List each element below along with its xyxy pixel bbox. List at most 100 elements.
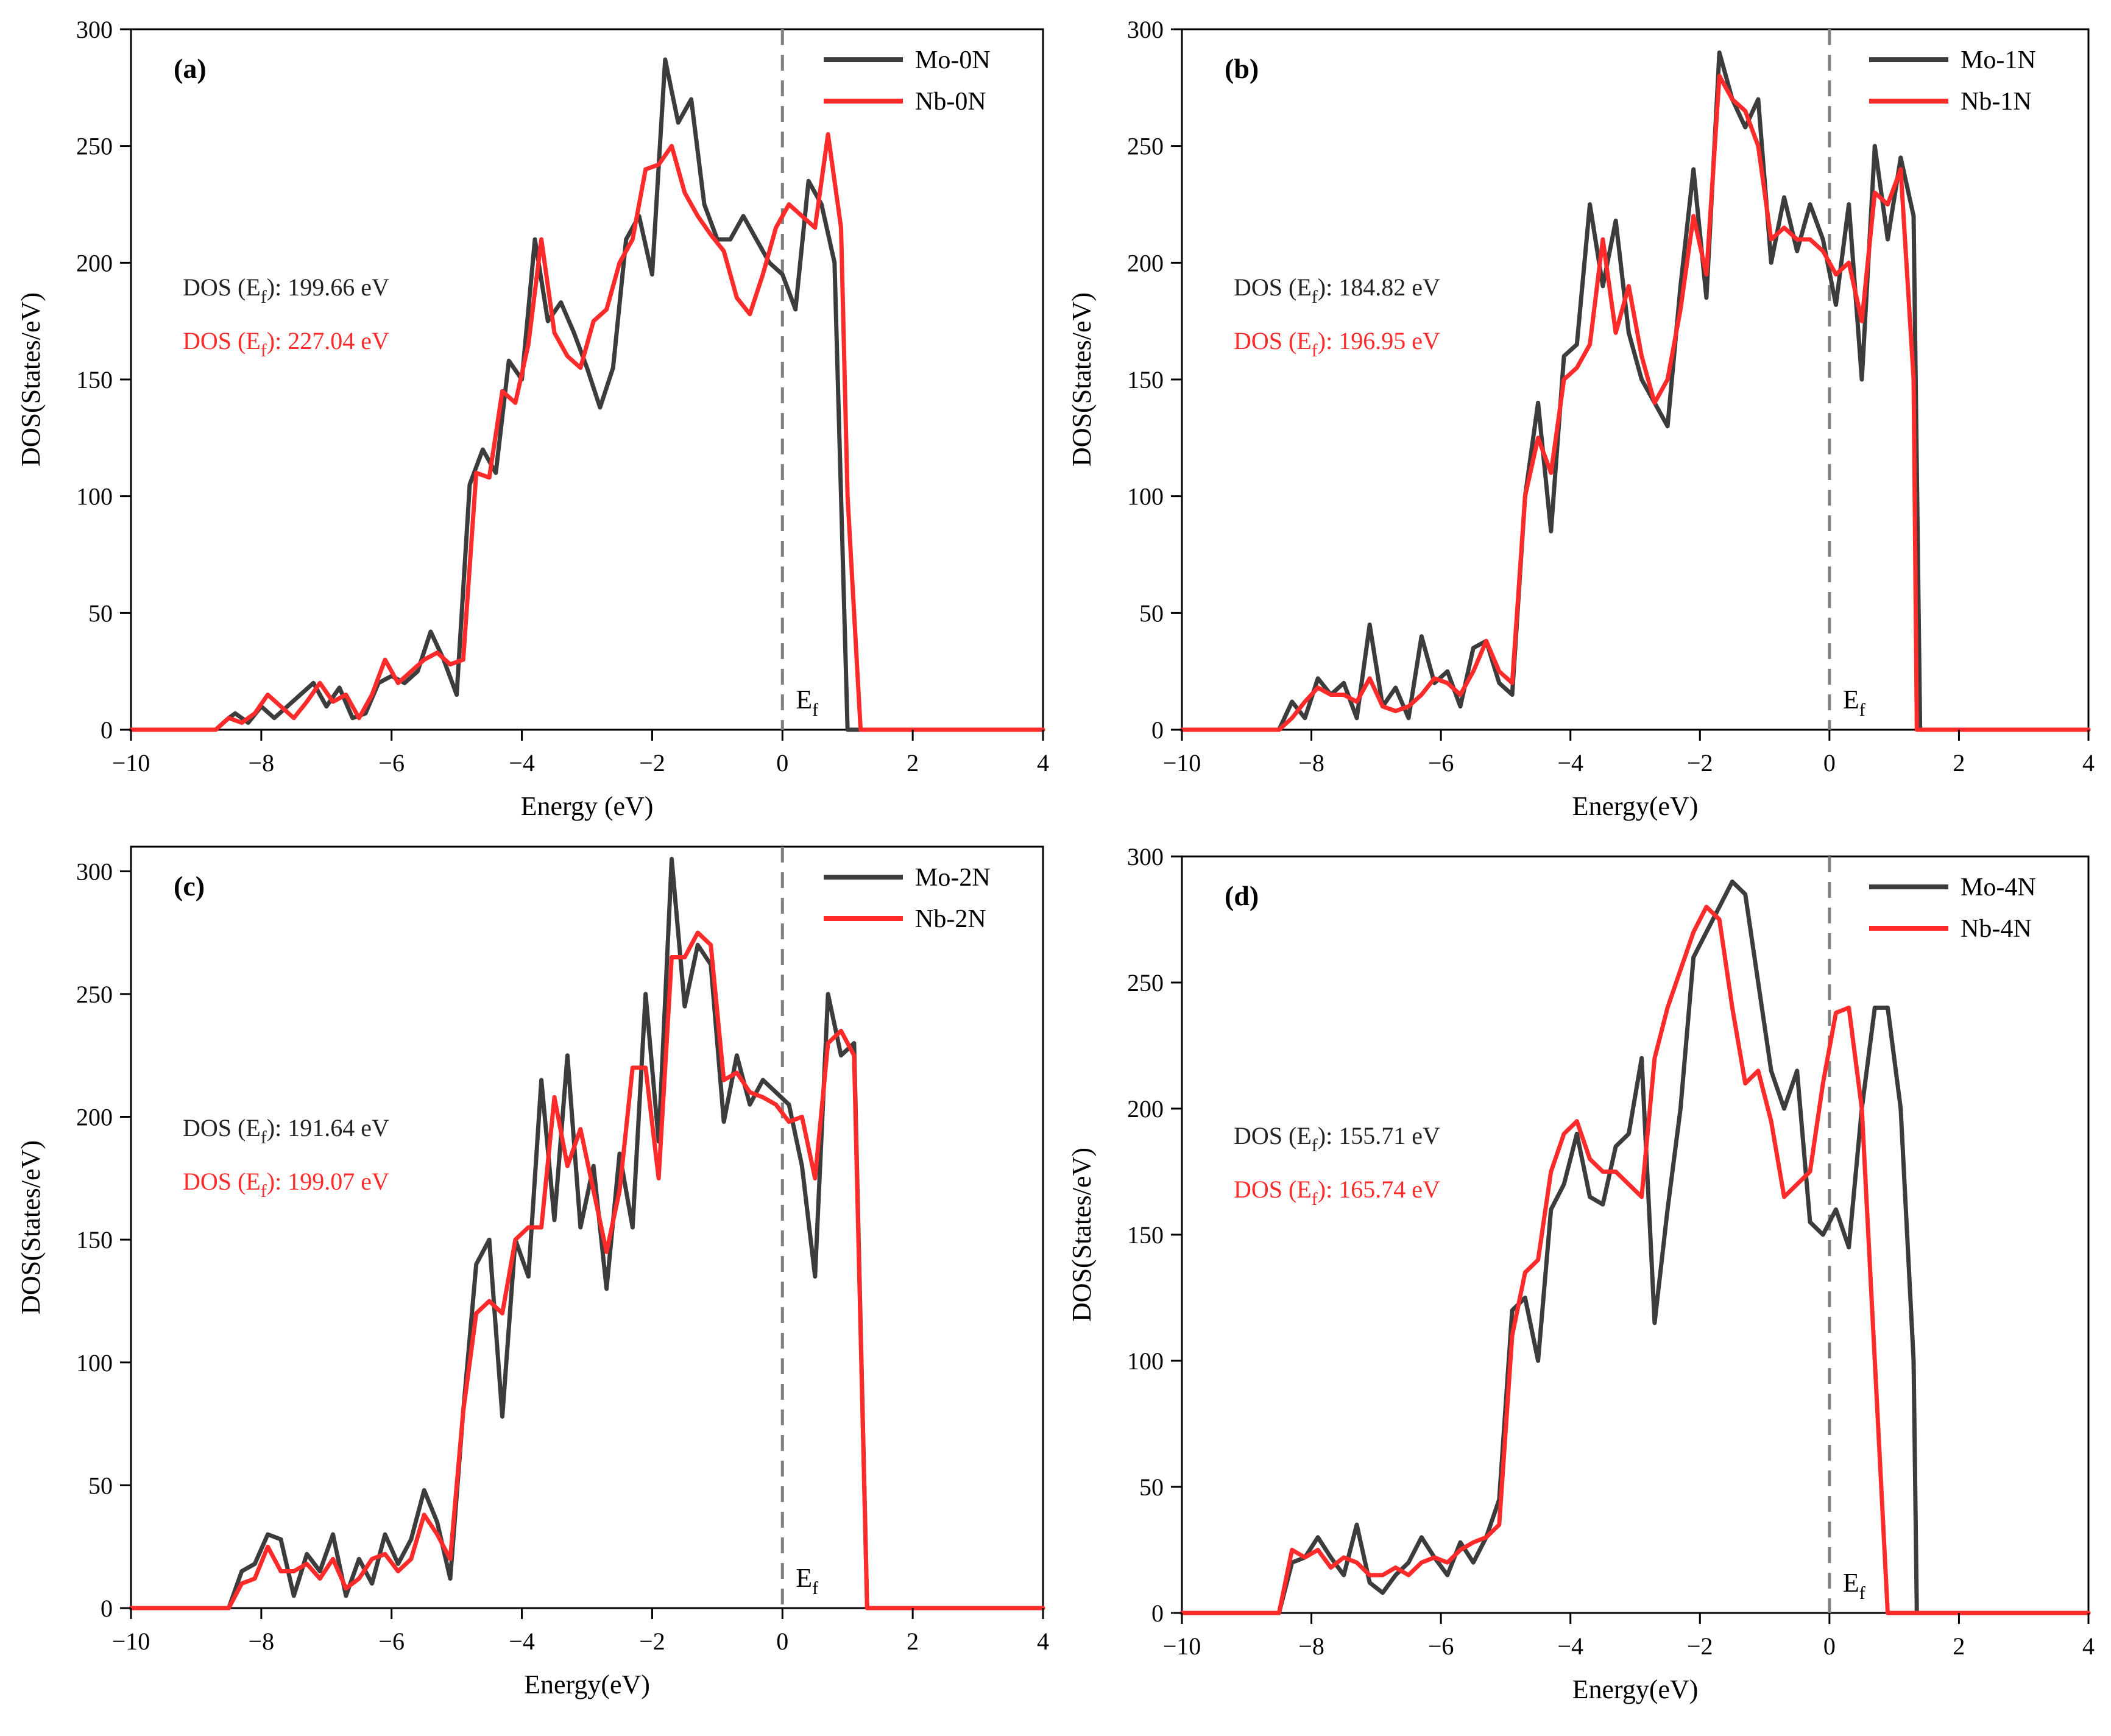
plot-frame bbox=[130, 845, 1044, 1609]
y-tick-label: 300 bbox=[76, 858, 113, 885]
x-tick-label: 4 bbox=[2082, 1632, 2095, 1660]
y-tick-label: 100 bbox=[1127, 1347, 1164, 1375]
y-tick-label: 0 bbox=[101, 716, 113, 744]
y-tick-label: 200 bbox=[76, 249, 113, 277]
chart-panel: −10 −8 −6 −4 −2 0 2 4 0 50 100 150 200 250 300 Energy(e… bbox=[1067, 843, 2095, 1704]
x-axis-title: Energy (eV) bbox=[521, 791, 654, 821]
y-tick-label: 50 bbox=[88, 599, 113, 627]
x-tick-label: 2 bbox=[907, 1628, 919, 1655]
dos-annotation: DOS (Ef): 184.82 eV bbox=[1234, 273, 1440, 307]
y-tick-label: 50 bbox=[1139, 1473, 1164, 1501]
series-line-mo-1n bbox=[1179, 50, 2091, 732]
chart-panel: −10 −8 −6 −4 −2 0 2 4 0 50 100 150 200 250 300 Energy(e… bbox=[16, 845, 1049, 1699]
fermi-label: Ef bbox=[1843, 1568, 1865, 1603]
y-axis-title: DOS(States/eV) bbox=[1067, 1148, 1097, 1322]
panel-label: (c) bbox=[174, 870, 205, 902]
y-tick-label: 200 bbox=[1127, 1095, 1164, 1123]
y-tick-label: 300 bbox=[76, 16, 113, 43]
series-line-nb-4n bbox=[1179, 905, 2091, 1615]
legend-entry: Nb-1N bbox=[1961, 88, 2032, 116]
plot-frame bbox=[1181, 855, 2090, 1614]
fermi-label: Ef bbox=[796, 685, 818, 720]
dos-annotation: DOS (Ef): 199.66 eV bbox=[183, 273, 389, 307]
y-tick-label: 250 bbox=[1127, 969, 1164, 997]
series-line-mo-0n bbox=[129, 57, 1045, 732]
legend-entry: Mo-0N bbox=[915, 46, 991, 74]
series-line-nb-0n bbox=[129, 132, 1045, 732]
x-tick-label: 4 bbox=[2082, 749, 2095, 777]
y-tick-label: 300 bbox=[1127, 16, 1164, 43]
dos-annotation: DOS (Ef): 196.95 eV bbox=[1234, 327, 1440, 361]
x-tick-label: −10 bbox=[1163, 1632, 1201, 1660]
plot-frame bbox=[1181, 28, 2090, 731]
legend-entry: Mo-4N bbox=[1961, 873, 2036, 902]
fermi-label: Ef bbox=[1843, 685, 1865, 720]
plot-frame bbox=[130, 28, 1044, 731]
y-tick-label: 150 bbox=[76, 366, 113, 393]
x-tick-label: 0 bbox=[1823, 749, 1836, 777]
x-tick-label: −10 bbox=[112, 1628, 150, 1655]
legend-entry: Nb-2N bbox=[915, 905, 986, 933]
x-tick-label: 2 bbox=[1953, 1632, 1965, 1660]
y-tick-label: 150 bbox=[76, 1226, 113, 1254]
x-tick-label: 2 bbox=[907, 749, 919, 777]
x-tick-label: 0 bbox=[776, 749, 788, 777]
x-tick-label: −4 bbox=[1557, 1632, 1583, 1660]
legend-entry: Nb-4N bbox=[1961, 915, 2032, 943]
x-tick-label: −2 bbox=[639, 1628, 665, 1655]
x-tick-label: −8 bbox=[1298, 749, 1324, 777]
x-tick-label: −2 bbox=[1687, 749, 1713, 777]
series-line-nb-1n bbox=[1179, 74, 2091, 732]
series-line-nb-2n bbox=[129, 930, 1045, 1611]
y-axis-title: DOS(States/eV) bbox=[1067, 292, 1097, 467]
x-tick-label: −8 bbox=[249, 1628, 275, 1655]
x-tick-label: −6 bbox=[1428, 1632, 1454, 1660]
y-tick-label: 50 bbox=[88, 1472, 113, 1499]
dos-annotation: DOS (Ef): 191.64 eV bbox=[183, 1114, 389, 1148]
x-tick-label: −2 bbox=[1687, 1632, 1713, 1660]
y-tick-label: 100 bbox=[76, 483, 113, 510]
x-tick-label: −4 bbox=[509, 1628, 535, 1655]
y-axis-title: DOS(States/eV) bbox=[16, 292, 46, 467]
y-tick-label: 100 bbox=[76, 1349, 113, 1377]
y-tick-label: 150 bbox=[1127, 1221, 1164, 1249]
y-tick-label: 0 bbox=[1151, 716, 1164, 744]
x-axis-title: Energy(eV) bbox=[1572, 791, 1699, 821]
x-axis-title: Energy(eV) bbox=[1572, 1674, 1699, 1704]
series-line-mo-4n bbox=[1179, 879, 2091, 1615]
y-tick-label: 50 bbox=[1139, 599, 1164, 627]
y-tick-label: 250 bbox=[76, 133, 113, 160]
chart-panel: −10 −8 −6 −4 −2 0 2 4 0 50 100 150 200 250 300 Energy(e… bbox=[1067, 16, 2095, 821]
panel-label: (a) bbox=[174, 53, 207, 84]
x-tick-label: 4 bbox=[1037, 1628, 1049, 1655]
x-tick-label: −6 bbox=[378, 749, 405, 777]
fermi-label: Ef bbox=[796, 1563, 818, 1598]
legend-entry: Mo-2N bbox=[915, 864, 991, 892]
y-tick-label: 0 bbox=[1151, 1600, 1164, 1627]
y-tick-label: 250 bbox=[76, 981, 113, 1008]
x-tick-label: −10 bbox=[1163, 749, 1201, 777]
legend-entry: Mo-1N bbox=[1961, 46, 2036, 74]
x-tick-label: −10 bbox=[112, 749, 150, 777]
x-tick-label: −8 bbox=[1298, 1632, 1324, 1660]
x-tick-label: −8 bbox=[249, 749, 275, 777]
panel-label: (d) bbox=[1225, 880, 1259, 911]
x-tick-label: −4 bbox=[509, 749, 535, 777]
panel-label: (b) bbox=[1225, 53, 1259, 84]
y-axis-title: DOS(States/eV) bbox=[16, 1140, 46, 1314]
legend-entry: Nb-0N bbox=[915, 88, 986, 116]
chart-panel: −10 −8 −6 −4 −2 0 2 4 0 50 100 150 200 250 300 Energy (… bbox=[16, 16, 1049, 821]
series-line-mo-2n bbox=[129, 856, 1045, 1611]
y-tick-label: 200 bbox=[76, 1104, 113, 1131]
x-tick-label: −4 bbox=[1557, 749, 1583, 777]
y-tick-label: 200 bbox=[1127, 249, 1164, 277]
x-tick-label: 0 bbox=[1823, 1632, 1836, 1660]
y-tick-label: 0 bbox=[101, 1595, 113, 1622]
x-tick-label: 4 bbox=[1037, 749, 1049, 777]
y-tick-label: 150 bbox=[1127, 366, 1164, 393]
dos-annotation: DOS (Ef): 155.71 eV bbox=[1234, 1122, 1440, 1156]
x-tick-label: −2 bbox=[639, 749, 665, 777]
y-tick-label: 100 bbox=[1127, 483, 1164, 510]
x-axis-title: Energy(eV) bbox=[524, 1670, 650, 1699]
dos-annotation: DOS (Ef): 199.07 eV bbox=[183, 1168, 389, 1201]
